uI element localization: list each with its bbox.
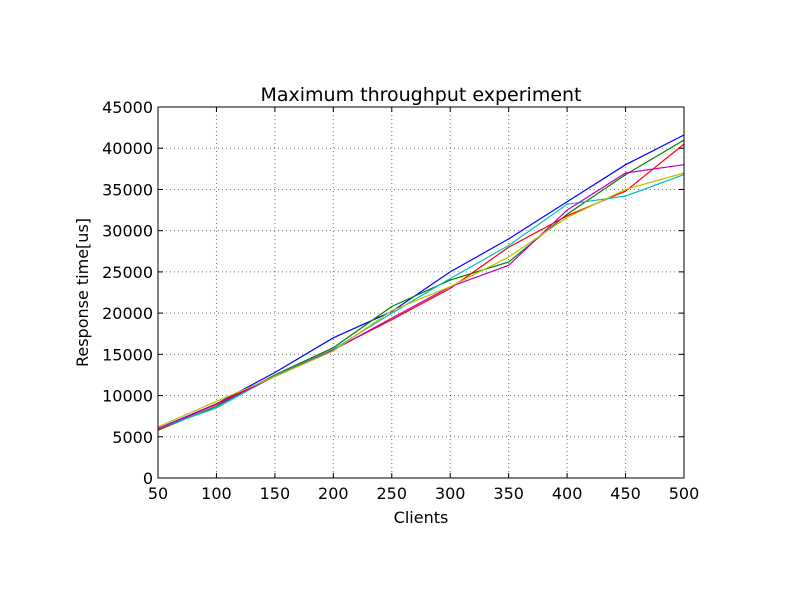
series-line-4 (157, 174, 685, 430)
y-tick-label: 10000 (102, 387, 153, 406)
series-line-6 (157, 172, 685, 428)
x-axis-label: Clients (394, 508, 449, 527)
y-tick-label: 0 (143, 469, 153, 488)
x-tick-label: 400 (552, 484, 583, 503)
series-lines (157, 134, 685, 431)
x-tick-label: 100 (201, 484, 232, 503)
y-tick-label: 45000 (102, 98, 153, 117)
y-tick-label: 40000 (102, 139, 153, 158)
x-tick-label: 150 (260, 484, 291, 503)
x-tick-label: 300 (435, 484, 466, 503)
chart-title: Maximum throughput experiment (260, 84, 581, 106)
x-tick-label: 500 (669, 484, 700, 503)
y-tick-label: 5000 (112, 428, 153, 447)
y-tick-label: 35000 (102, 180, 153, 199)
x-tick-label: 50 (148, 484, 168, 503)
axis-ticks: 50 100 150 200 250 300 350 400 450 50005000100001… (102, 98, 699, 503)
y-tick-label: 20000 (102, 304, 153, 323)
y-tick-label: 25000 (102, 263, 153, 282)
y-tick-label: 30000 (102, 222, 153, 241)
x-tick-label: 200 (318, 484, 349, 503)
x-tick-label: 450 (610, 484, 641, 503)
series-line-1 (157, 134, 685, 430)
x-tick-label: 250 (377, 484, 408, 503)
y-axis-label: Response time[us] (73, 218, 92, 367)
series-line-5 (157, 164, 685, 430)
x-tick-label: 350 (493, 484, 524, 503)
y-tick-label: 15000 (102, 345, 153, 364)
plot-frame (157, 106, 685, 479)
